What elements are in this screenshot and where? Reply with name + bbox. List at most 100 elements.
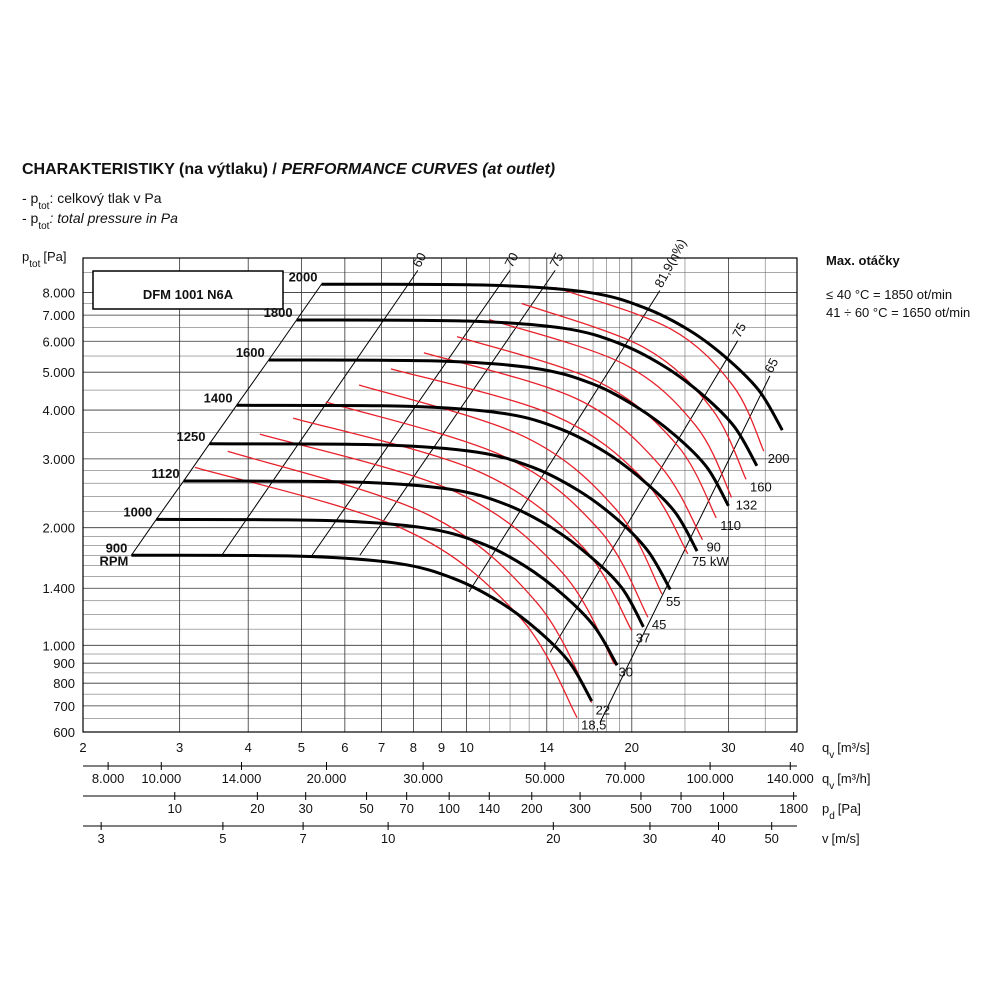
secondary-tick-label: 10 bbox=[381, 831, 395, 846]
power-curve bbox=[554, 286, 765, 452]
power-label: 37 bbox=[636, 631, 650, 646]
speed-label: 1250 bbox=[177, 429, 206, 444]
power-label: 55 bbox=[666, 594, 680, 609]
title: CHARAKTERISTIKY (na výtlaku) / PERFORMAN… bbox=[22, 161, 555, 178]
x-tick-label: 2 bbox=[79, 740, 86, 755]
speed-label: 1400 bbox=[204, 390, 233, 405]
secondary-tick-label: 20 bbox=[250, 801, 264, 816]
model-name: DFM 1001 N6A bbox=[143, 287, 234, 302]
secondary-tick-label: 30 bbox=[298, 801, 312, 816]
secondary-tick-label: 30 bbox=[643, 831, 657, 846]
secondary-tick-label: 7 bbox=[299, 831, 306, 846]
secondary-tick-label: 20.000 bbox=[307, 771, 347, 786]
y-tick-label: 3.000 bbox=[42, 452, 75, 467]
speed-label: 900 bbox=[106, 540, 128, 555]
x-tick-label: 9 bbox=[438, 740, 445, 755]
secondary-tick-label: 10 bbox=[168, 801, 182, 816]
power-label: 30 bbox=[618, 664, 632, 679]
symbol: q bbox=[822, 771, 829, 786]
y-tick-label: 7.000 bbox=[42, 308, 75, 323]
speed-curve bbox=[321, 282, 784, 431]
secondary-tick-label: 1800 bbox=[779, 801, 808, 816]
y-tick-label: 5.000 bbox=[42, 365, 75, 380]
speed-curve bbox=[131, 553, 593, 702]
secondary-tick-label: 100.000 bbox=[687, 771, 734, 786]
speed-label: 1800 bbox=[264, 305, 293, 320]
power-label: 160 bbox=[750, 479, 772, 494]
unit: [Pa] bbox=[43, 249, 66, 264]
x-tick-label: 20 bbox=[625, 740, 639, 755]
unit: [m/s] bbox=[832, 831, 860, 846]
sub: tot bbox=[38, 221, 49, 232]
sub: d bbox=[829, 811, 835, 822]
label: pd [Pa] bbox=[822, 801, 861, 822]
speed-label: 1000 bbox=[123, 504, 152, 519]
secondary-tick-label: 700 bbox=[670, 801, 692, 816]
secondary-tick-label: 50 bbox=[764, 831, 778, 846]
unit: [m³/s] bbox=[837, 740, 870, 755]
power-label: 132 bbox=[736, 497, 758, 512]
sub: v bbox=[829, 781, 834, 792]
speed-curve bbox=[183, 479, 645, 628]
secondary-tick-label: 8.000 bbox=[92, 771, 125, 786]
y-tick-label: 700 bbox=[53, 699, 75, 714]
speed-label: 2000 bbox=[289, 269, 318, 284]
power-label: 22 bbox=[596, 703, 610, 718]
speed-info-line: ≤ 40 °C = 1850 ot/min bbox=[826, 287, 952, 302]
efficiency-label: 81,9(η%) bbox=[651, 236, 689, 290]
sub: tot bbox=[38, 201, 49, 212]
secondary-tick-label: 20 bbox=[546, 831, 560, 846]
x-tick-label: 30 bbox=[721, 740, 735, 755]
y-tick-label: 900 bbox=[53, 656, 75, 671]
text: : total pressure in Pa bbox=[49, 210, 178, 226]
speed-curve bbox=[268, 358, 730, 507]
symbol: p bbox=[22, 249, 29, 264]
power-label: 110 bbox=[720, 518, 741, 533]
power-curve bbox=[390, 368, 689, 555]
x-tick-label: 5 bbox=[298, 740, 305, 755]
speed-curve bbox=[296, 318, 759, 467]
unit: [Pa] bbox=[838, 801, 861, 816]
secondary-tick-label: 500 bbox=[630, 801, 652, 816]
y-tick-label: 6.000 bbox=[42, 334, 75, 349]
efficiency-line bbox=[468, 290, 661, 593]
secondary-tick-label: 70.000 bbox=[605, 771, 645, 786]
y-tick-label: 8.000 bbox=[42, 285, 75, 300]
secondary-tick-label: 1000 bbox=[709, 801, 738, 816]
secondary-tick-label: 3 bbox=[98, 831, 105, 846]
secondary-tick-label: 100 bbox=[438, 801, 460, 816]
efficiency-label: 65 bbox=[761, 355, 781, 375]
speed-curve bbox=[209, 442, 672, 591]
x-tick-label: 8 bbox=[410, 740, 417, 755]
label: qv [m³/s] bbox=[822, 740, 870, 761]
power-label: 75 kW bbox=[692, 554, 730, 569]
x-tick-label: 6 bbox=[341, 740, 348, 755]
secondary-tick-label: 5 bbox=[219, 831, 226, 846]
y-tick-label: 1.400 bbox=[42, 581, 75, 596]
y-tick-label: 1.000 bbox=[42, 638, 75, 653]
efficiency-line bbox=[311, 270, 511, 556]
label: - ptot: celkový tlak v Pa bbox=[22, 190, 162, 212]
power-curve bbox=[227, 450, 593, 704]
symbol: v bbox=[822, 831, 829, 846]
y-tick-label: 800 bbox=[53, 676, 75, 691]
title-en: PERFORMANCE CURVES (at outlet) bbox=[281, 161, 555, 178]
label: v [m/s] bbox=[822, 831, 860, 846]
x-tick-label: 14 bbox=[540, 740, 554, 755]
power-label: 18,5 bbox=[581, 718, 606, 733]
power-curve bbox=[259, 433, 616, 665]
power-curve bbox=[456, 336, 717, 519]
power-curve bbox=[489, 318, 733, 498]
efficiency-line bbox=[221, 270, 419, 556]
power-curve bbox=[292, 417, 633, 632]
x-tick-label: 7 bbox=[378, 740, 385, 755]
unit: [m³/h] bbox=[837, 771, 870, 786]
speed-curve bbox=[236, 403, 699, 552]
secondary-tick-label: 50 bbox=[359, 801, 373, 816]
sub: v bbox=[829, 750, 834, 761]
power-label: 200 bbox=[768, 451, 790, 466]
x-tick-label: 10 bbox=[459, 740, 473, 755]
secondary-tick-label: 14.000 bbox=[222, 771, 262, 786]
symbol: - p bbox=[22, 190, 39, 206]
power-curve bbox=[325, 401, 649, 618]
